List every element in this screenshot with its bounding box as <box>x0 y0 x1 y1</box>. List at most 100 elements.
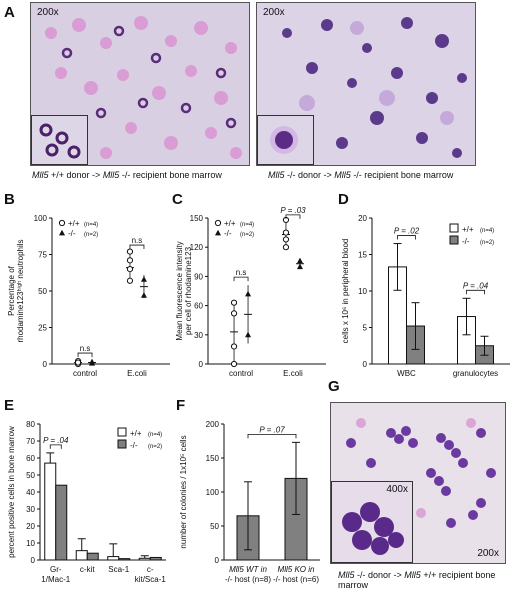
panel-e-significance-bracket <box>49 444 62 449</box>
panel-c-data-point <box>282 236 290 243</box>
magnification-label: 200x <box>263 7 285 18</box>
panel-e-bar <box>118 558 131 561</box>
panel-c-y-tick-label: 60 <box>194 302 203 311</box>
panel-e-legend-label: -/- <box>130 441 138 450</box>
panel-c-y-axis-label: per cell of rhodamine123 <box>184 246 193 335</box>
panel-e-legend-label: +/+ <box>130 429 142 438</box>
panel-b-legend-n: (n=2) <box>84 232 98 238</box>
panel-e-bar <box>55 484 68 561</box>
panel-b-x-tick-label: E.coli <box>127 369 147 378</box>
panel-b-y-axis-label: rhodamine123ʰⁱᵍʰ neutrophils <box>16 239 25 342</box>
panel-c-data-point <box>230 360 238 368</box>
panel-b-data-point <box>126 277 134 284</box>
panel-e-legend-swatch <box>117 427 127 437</box>
panel-e-bar <box>138 557 151 561</box>
panel-c-y-tick-label: 90 <box>194 272 203 281</box>
magnification-label: 200x <box>37 7 59 18</box>
panel-label-d: D <box>338 191 349 208</box>
panel-c-data-point <box>230 299 238 306</box>
panel-e-bar <box>44 462 57 561</box>
panel-d-x-tick-label: WBC <box>397 369 416 378</box>
panel-e-bar <box>107 556 120 561</box>
panel-c-legend-n: (n=4) <box>240 222 254 228</box>
panel-f-y-tick-label: 100 <box>206 488 220 497</box>
panel-e-y-axis-label: percent positive cells in bone marrow <box>7 426 16 558</box>
panel-e-y-tick-label: 60 <box>26 454 35 463</box>
panel-b-y-tick-label: 75 <box>38 251 47 260</box>
panel-c-significance-label: P = .03 <box>280 206 306 215</box>
panel-b-y-tick-label: 0 <box>43 360 48 369</box>
panel-c-significance-bracket <box>233 276 249 282</box>
panel-b-data-point <box>126 248 134 255</box>
panel-c-legend-label: -/- <box>224 229 232 238</box>
panel-e-y-tick-label: 40 <box>26 488 35 497</box>
panel-f-x-tick-label: -/- host (n=8) <box>225 575 271 584</box>
panel-c-significance-label: n.s <box>236 268 247 277</box>
panel-e-y-tick-label: 20 <box>26 522 35 531</box>
panel-d-significance-label: P = .02 <box>394 227 420 236</box>
panel-b-y-tick-label: 100 <box>34 214 48 223</box>
panel-c-y-tick-label: 120 <box>190 243 204 252</box>
cells-g <box>346 418 496 528</box>
panel-c-y-tick-label: 150 <box>190 214 204 223</box>
panel-b-data-point <box>126 266 134 273</box>
panel-label-f: F <box>176 397 185 414</box>
panel-c-data-point <box>282 244 290 251</box>
panel-b-legend-marker <box>58 219 66 227</box>
panel-e-legend-n: (n=4) <box>148 432 162 438</box>
panel-c-x-tick-label: control <box>229 369 253 378</box>
panel-e-x-tick-label: 1/Mac-1 <box>41 575 70 584</box>
panel-c-data-point <box>296 257 303 264</box>
inset-magnification-label: 400x <box>386 484 408 495</box>
panel-f-significance-label: P = .07 <box>259 425 285 434</box>
cells-a-right <box>282 17 467 158</box>
panel-b-data-point <box>74 359 82 366</box>
panel-b-significance-bracket <box>77 352 93 358</box>
panel-label-a: A <box>4 4 15 21</box>
panel-c-data-point <box>282 229 290 236</box>
panel-d-legend-label: -/- <box>462 237 470 246</box>
inset-a-left <box>31 115 88 165</box>
panel-d-y-tick-label: 15 <box>358 251 367 260</box>
panel-b-data-point <box>140 292 147 298</box>
micrograph-a-left: 200x <box>30 2 250 166</box>
panel-d-legend-n: (n=2) <box>480 240 494 246</box>
panel-b-data-point <box>140 276 147 282</box>
panel-d-y-axis-label: cells x 10⁶ in peripheral blood <box>341 239 350 344</box>
panel-d-legend-swatch <box>449 223 459 233</box>
panel-label-c: C <box>172 191 183 208</box>
panel-c-data-point <box>245 331 252 338</box>
panel-d-legend-n: (n=4) <box>480 228 494 234</box>
panel-d-legend-label: +/+ <box>462 225 474 234</box>
panel-d-y-tick-label: 20 <box>358 214 367 223</box>
panel-d-legend-swatch <box>449 235 459 245</box>
panel-e-bar <box>149 556 162 561</box>
panel-e-x-tick-label: Gr- <box>50 565 62 574</box>
panel-b-data-point <box>126 257 134 264</box>
panel-b-legend-marker <box>59 229 65 236</box>
panel-b-y-tick-label: 50 <box>38 287 47 296</box>
panel-f-x-tick-label: Mll5 KO in <box>278 565 315 574</box>
inset-g: 400x <box>331 481 413 563</box>
inset-a-right <box>257 115 314 165</box>
panel-f-x-tick-label: -/- host (n=6) <box>273 575 319 584</box>
magnification-label: 200x <box>477 548 499 559</box>
panel-b-x-tick-label: control <box>73 369 97 378</box>
panel-e-y-tick-label: 50 <box>26 471 35 480</box>
panel-label-e: E <box>4 397 14 414</box>
panel-e-x-tick-label: Sca-1 <box>108 565 129 574</box>
panel-b-legend-n: (n=4) <box>84 222 98 228</box>
panel-d-significance-bracket <box>466 289 485 295</box>
panel-d-y-tick-label: 10 <box>358 287 367 296</box>
panel-b-y-axis-label: Percentage of <box>7 265 16 316</box>
panel-e-x-tick-label: c- <box>147 565 154 574</box>
panel-c-legend-label: +/+ <box>224 219 236 228</box>
panel-e-x-tick-label: kit/Sca-1 <box>135 575 167 584</box>
panel-e-x-tick-label: c-kit <box>80 565 95 574</box>
panel-e-bar <box>75 550 88 561</box>
panel-b-significance-label: n.s <box>80 344 91 353</box>
panel-c-data-point <box>230 343 238 350</box>
panel-d-significance-bracket <box>397 235 416 240</box>
panel-c-data-point <box>296 263 303 270</box>
